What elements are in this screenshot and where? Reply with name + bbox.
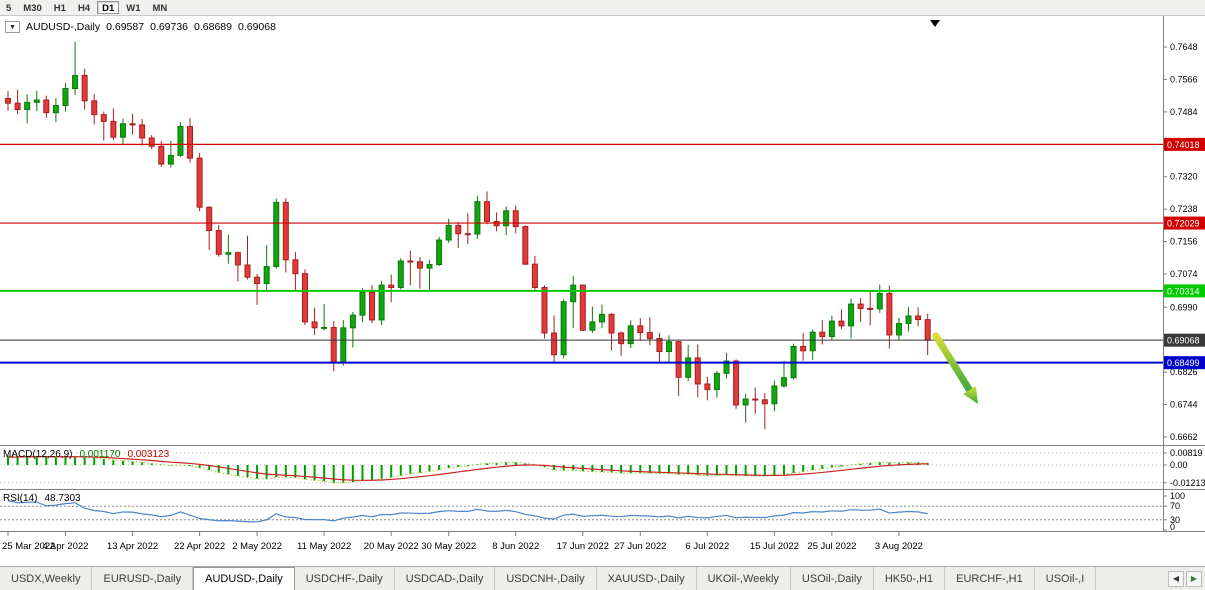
chart-tab-eurchf-h1[interactable]: EURCHF-,H1: [945, 567, 1035, 590]
price-tag-0.72029: [1164, 216, 1205, 230]
ohlc-open: 0.69587: [106, 21, 145, 33]
rsi-indicator-label: RSI(14) 48.7303: [3, 493, 81, 504]
timeframe-button-h1[interactable]: H1: [53, 3, 66, 14]
svg-text:6 Jul 2022: 6 Jul 2022: [685, 541, 729, 552]
ohlc-high: 0.69736: [150, 21, 189, 33]
svg-text:30: 30: [1170, 515, 1180, 525]
svg-text:70: 70: [1170, 501, 1180, 511]
svg-text:27 Jun 2022: 27 Jun 2022: [614, 541, 666, 552]
svg-text:0.7320: 0.7320: [1170, 172, 1198, 182]
svg-text:0.74018: 0.74018: [1167, 140, 1200, 150]
chart-shift-marker-icon[interactable]: [930, 20, 940, 27]
svg-text:0.6744: 0.6744: [1170, 400, 1198, 410]
macd-indicator-label: MACD(12,26,9) 0.001170 0.003123: [3, 449, 169, 460]
down-arrow-annotation[interactable]: [932, 332, 978, 404]
chart-tab-hk50-h1[interactable]: HK50-,H1: [874, 567, 946, 590]
svg-text:0.72029: 0.72029: [1167, 219, 1200, 229]
svg-text:3 Aug 2022: 3 Aug 2022: [875, 541, 923, 552]
rsi-name: RSI(14): [3, 493, 38, 504]
chart-tab-usdchf-daily[interactable]: USDCHF-,Daily: [295, 567, 395, 590]
macd-name: MACD(12,26,9): [3, 449, 73, 460]
rsi-line: [7, 500, 928, 523]
svg-text:0.6826: 0.6826: [1170, 367, 1198, 377]
tab-scroll-buttons: ◀ ▶: [1168, 567, 1205, 590]
timeframe-button-mn[interactable]: MN: [152, 3, 168, 14]
svg-text:20 May 2022: 20 May 2022: [364, 541, 419, 552]
chart-tab-usdcad-daily[interactable]: USDCAD-,Daily: [395, 567, 496, 590]
svg-text:0.7156: 0.7156: [1170, 237, 1198, 247]
svg-text:15 Jul 2022: 15 Jul 2022: [750, 541, 799, 552]
timeframe-button-d1[interactable]: D1: [97, 1, 120, 14]
svg-text:2 May 2022: 2 May 2022: [232, 541, 282, 552]
price-tag-0.68499: [1164, 356, 1205, 370]
chart-tab-usoil-daily[interactable]: USOil-,Daily: [791, 567, 874, 590]
chart-tab-usdcnh-daily[interactable]: USDCNH-,Daily: [495, 567, 597, 590]
timeframe-button-m30[interactable]: M30: [23, 3, 42, 14]
macd-signal-value: 0.003123: [127, 449, 170, 460]
svg-text:8 Jun 2022: 8 Jun 2022: [492, 541, 539, 552]
ohlc-low: 0.68689: [194, 21, 232, 33]
svg-text:0.00: 0.00: [1170, 460, 1188, 470]
candles: [5, 41, 931, 430]
chart-tab-ukoil-weekly[interactable]: UKOil-,Weekly: [697, 567, 791, 590]
price-tag-0.74018: [1164, 137, 1205, 151]
svg-text:13 Apr 2022: 13 Apr 2022: [107, 541, 158, 552]
svg-text:22 Apr 2022: 22 Apr 2022: [174, 541, 225, 552]
macd-main-value: 0.001170: [79, 449, 121, 460]
price-tag-0.69068: [1164, 333, 1205, 347]
svg-text:0.7566: 0.7566: [1170, 74, 1198, 84]
svg-text:0.6662: 0.6662: [1170, 432, 1198, 442]
right-arrow-icon: ▶: [1190, 574, 1198, 583]
svg-text:17 Jun 2022: 17 Jun 2022: [557, 541, 609, 552]
svg-text:30 May 2022: 30 May 2022: [421, 541, 476, 552]
chart-dropdown-button[interactable]: ▼: [5, 21, 20, 33]
svg-text:0.7648: 0.7648: [1170, 42, 1198, 52]
svg-text:4 Apr 2022: 4 Apr 2022: [42, 541, 88, 552]
svg-text:0.69068: 0.69068: [1167, 336, 1200, 346]
macd-signal-line: [7, 456, 928, 481]
chart-tab-bar: USDX,Weekly EURUSD-,Daily AUDUSD-,Daily USD…: [0, 566, 1205, 590]
chart-tab-usoil-i[interactable]: USOil-,I: [1035, 567, 1097, 590]
ohlc-close: 0.69068: [238, 21, 276, 33]
tabs-scroll-right-button[interactable]: ▶: [1186, 570, 1202, 587]
svg-text:0.68499: 0.68499: [1167, 358, 1200, 368]
chart-tab-usdx-weekly[interactable]: USDX,Weekly: [0, 567, 93, 590]
svg-text:0.6990: 0.6990: [1170, 302, 1198, 312]
tabs-scroll-left-button[interactable]: ◀: [1168, 570, 1184, 587]
left-arrow-icon: ◀: [1172, 574, 1180, 583]
chart-tab-xauusd-daily[interactable]: XAUUSD-,Daily: [597, 567, 697, 590]
svg-text:0: 0: [1170, 522, 1175, 532]
svg-text:-0.01213: -0.01213: [1170, 478, 1205, 488]
timeframe-button-5[interactable]: 5: [6, 3, 12, 14]
svg-text:11 May 2022: 11 May 2022: [297, 541, 351, 552]
price-chart-svg: 0.76480.75660.74840.74020.73200.72380.71…: [0, 16, 1205, 566]
rsi-value: 48.7303: [44, 493, 81, 504]
timeframe-toolbar: 5 M30 H1 H4 D1 W1 MN: [0, 0, 1205, 16]
chart-tabs: USDX,Weekly EURUSD-,Daily AUDUSD-,Daily USD…: [0, 567, 1097, 590]
chart-symbol-label: AUDUSD-,Daily: [26, 21, 101, 33]
chart-title: ▼ AUDUSD-,Daily 0.69587 0.69736 0.68689 …: [5, 21, 276, 33]
svg-text:25 Jul 2022: 25 Jul 2022: [807, 541, 856, 552]
svg-text:0.7238: 0.7238: [1170, 204, 1198, 214]
svg-text:25 Mar 2022: 25 Mar 2022: [2, 541, 55, 552]
chart-tab-audusd-daily[interactable]: AUDUSD-,Daily: [193, 567, 295, 590]
svg-text:0.70314: 0.70314: [1167, 286, 1200, 296]
chart-tab-eurusd-daily[interactable]: EURUSD-,Daily: [92, 567, 194, 590]
svg-text:100: 100: [1170, 491, 1185, 501]
horizontal-level-lines: [0, 143, 1163, 364]
price-tag-0.70314: [1164, 284, 1205, 298]
svg-text:0.7484: 0.7484: [1170, 107, 1198, 117]
svg-text:0.00819: 0.00819: [1170, 448, 1203, 458]
chart-area: 0.76480.75660.74840.74020.73200.72380.71…: [0, 16, 1205, 566]
svg-text:0.7074: 0.7074: [1170, 269, 1198, 279]
timeframe-button-w1[interactable]: W1: [126, 3, 141, 14]
timeframe-button-h4[interactable]: H4: [77, 3, 91, 14]
